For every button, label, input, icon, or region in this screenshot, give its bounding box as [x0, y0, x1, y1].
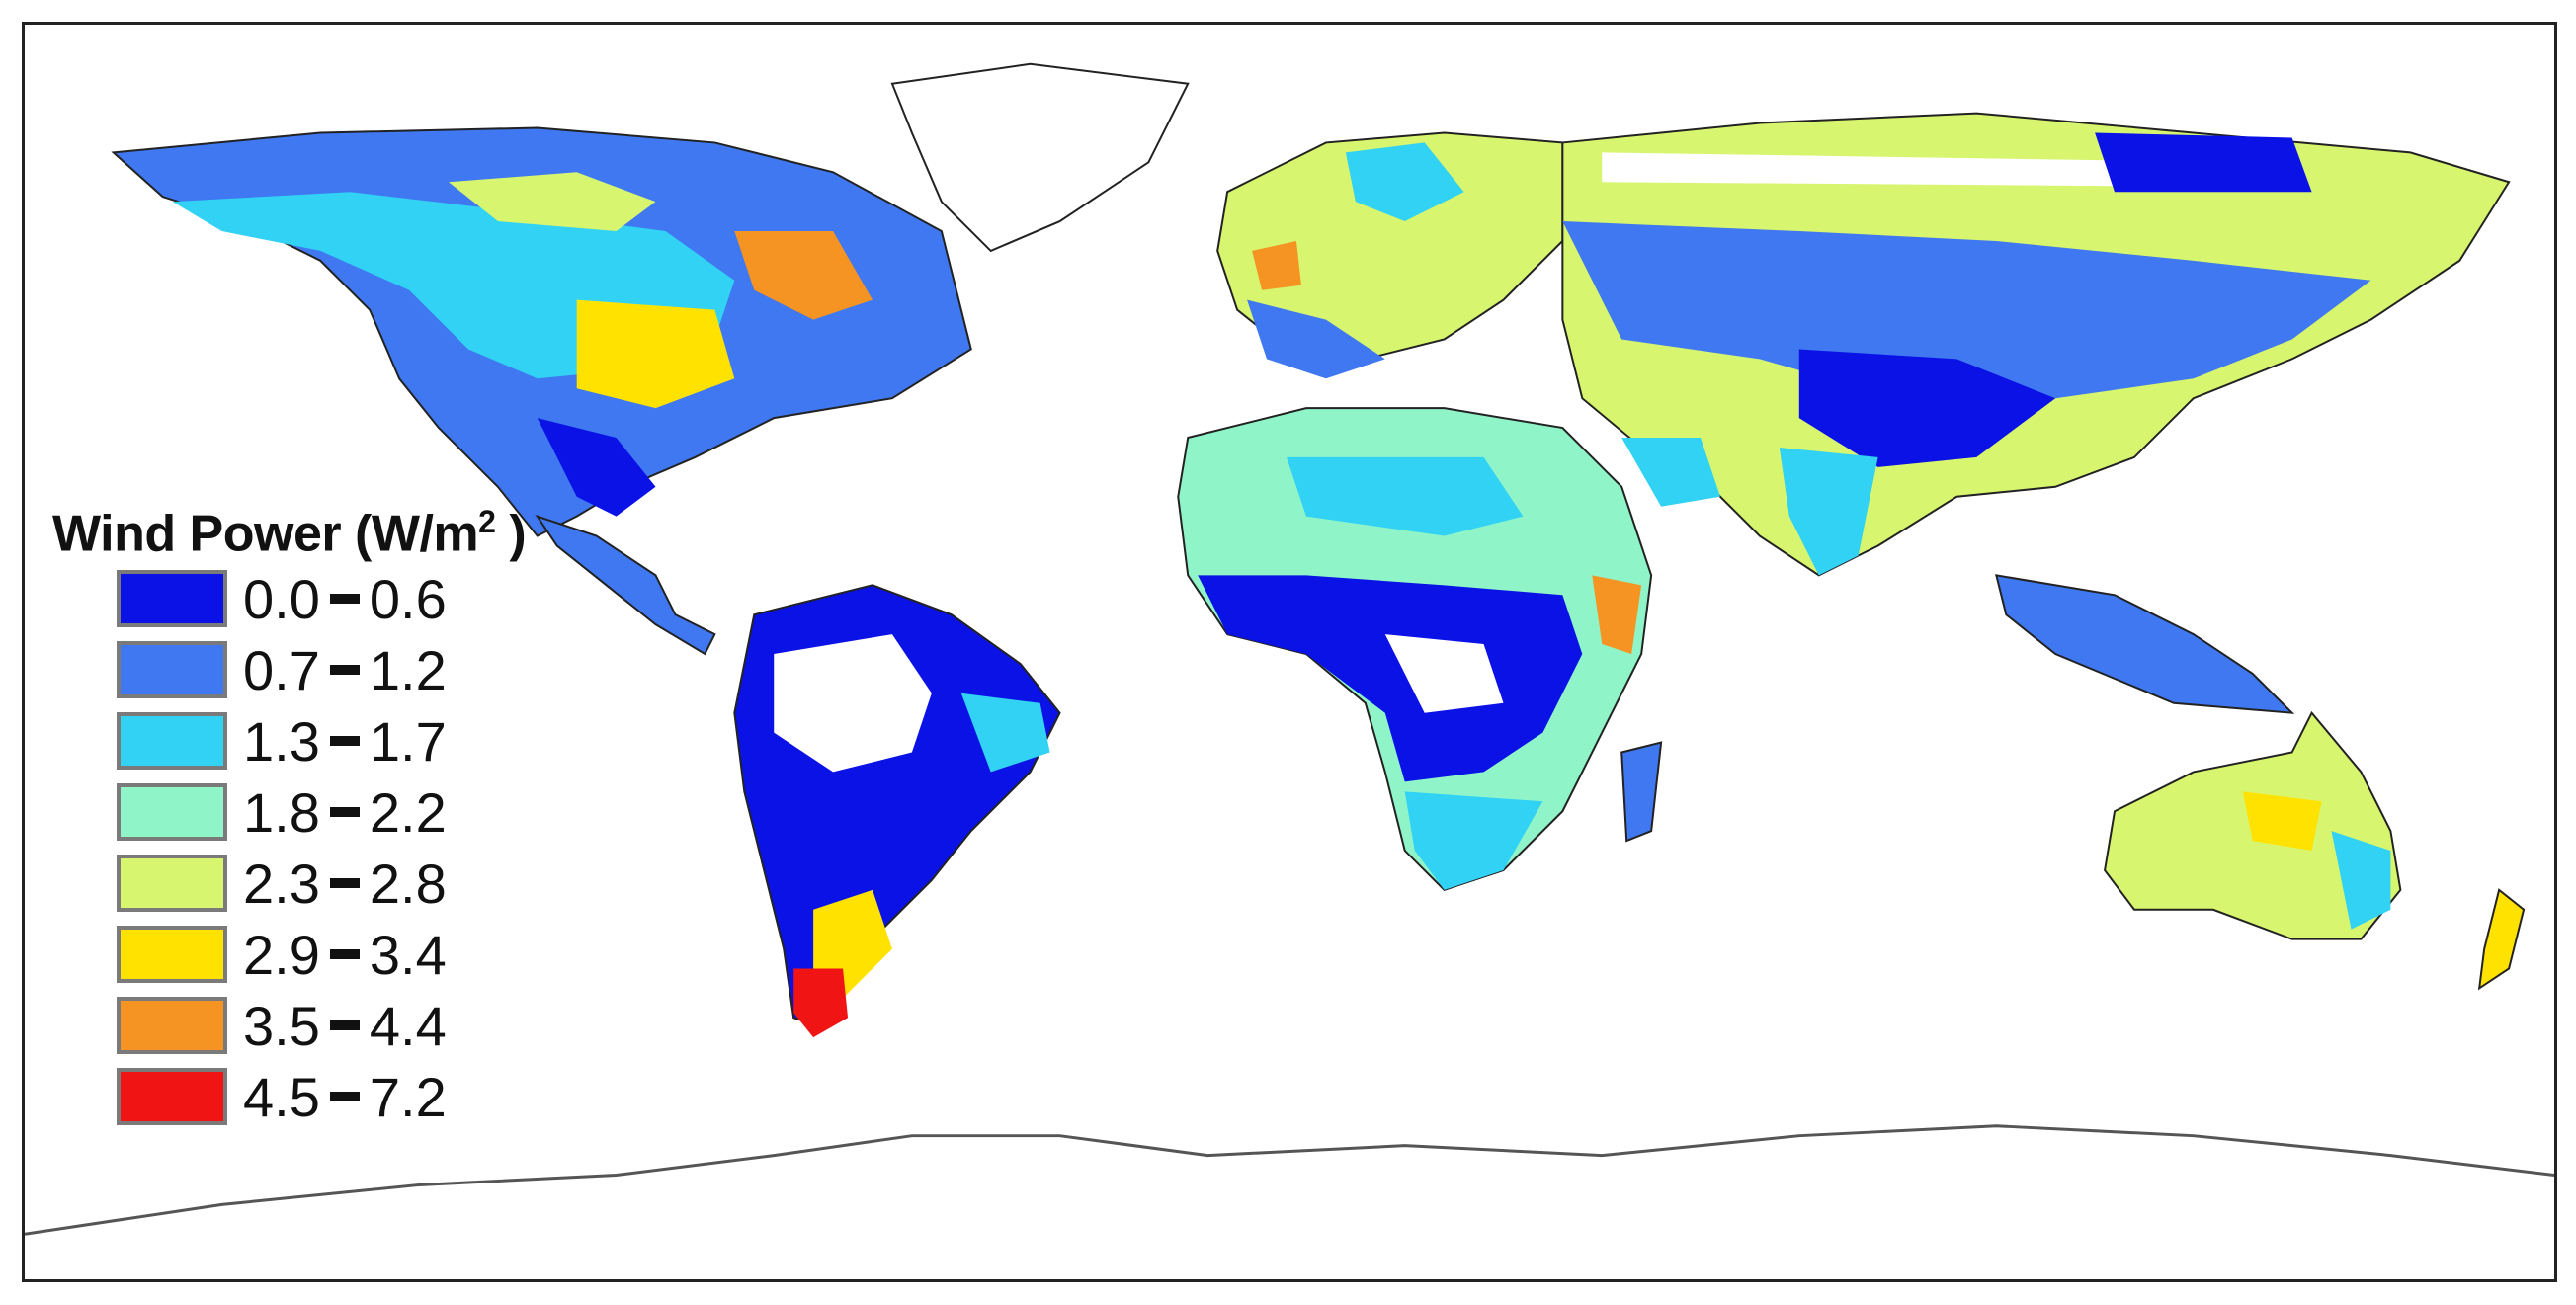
africa	[1177, 407, 1663, 892]
asia	[1561, 112, 2511, 577]
greenland	[890, 62, 1190, 253]
legend-title: Wind Power (W/m2 )	[52, 504, 527, 563]
legend-swatch	[117, 570, 227, 628]
australia	[2104, 710, 2402, 940]
north-america	[111, 126, 972, 537]
new-zealand	[2477, 888, 2526, 991]
legend-swatch	[117, 855, 227, 913]
legend: Wind Power (W/m2 ) 0.0 0.6 0.7 1.2 1.3 1.7 …	[52, 504, 606, 1132]
legend-item: 2.3 2.8	[117, 848, 606, 919]
legend-swatch	[117, 783, 227, 842]
legend-item: 3.5 4.4	[117, 990, 606, 1061]
southeast-asia	[1994, 574, 2295, 714]
legend-swatch	[117, 712, 227, 771]
legend-item: 0.0 0.6	[117, 563, 606, 634]
south-america	[733, 584, 1061, 1038]
map-frame: Wind Power (W/m2 ) 0.0 0.6 0.7 1.2 1.3 1.7 …	[22, 22, 2557, 1282]
legend-swatch	[117, 1068, 227, 1126]
central-america	[535, 514, 716, 656]
legend-item: 4.5 7.2	[117, 1061, 606, 1132]
europe	[1216, 131, 1564, 379]
legend-item: 0.7 1.2	[117, 634, 606, 705]
legend-item: 2.9 3.4	[117, 919, 606, 990]
antarctica	[25, 1124, 2554, 1236]
legend-item: 1.3 1.7	[117, 705, 606, 776]
legend-item: 1.8 2.2	[117, 776, 606, 848]
legend-swatch	[117, 926, 227, 984]
legend-swatch	[117, 641, 227, 699]
world-map	[25, 62, 2554, 1236]
legend-swatch	[117, 997, 227, 1055]
